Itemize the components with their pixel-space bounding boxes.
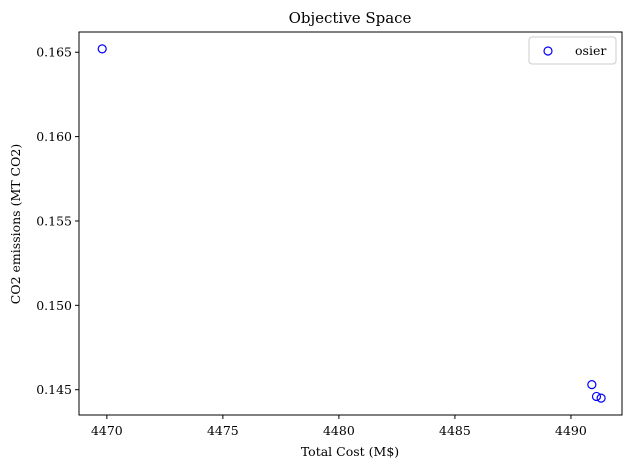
chart-title: Objective Space bbox=[289, 9, 412, 27]
y-axis-label: CO2 emissions (MT CO2) bbox=[8, 144, 23, 304]
legend-label-osier: osier bbox=[575, 43, 606, 58]
x-tick-label: 4470 bbox=[91, 423, 123, 438]
legend: osier bbox=[528, 36, 617, 65]
y-axis-ticks: 0.145 0.150 0.155 0.160 0.165 bbox=[36, 45, 79, 397]
data-point bbox=[596, 393, 606, 403]
data-point bbox=[97, 44, 107, 54]
y-tick-label: 0.155 bbox=[36, 213, 72, 228]
legend-box bbox=[528, 36, 617, 65]
plot-area: 4470 4475 4480 4485 4490 0.145 0.150 0.155 0.16… bbox=[36, 31, 623, 438]
y-tick-label: 0.145 bbox=[36, 382, 72, 397]
x-axis-ticks: 4470 4475 4480 4485 4490 bbox=[91, 415, 587, 438]
y-tick-label: 0.165 bbox=[36, 45, 72, 60]
data-point bbox=[587, 380, 597, 390]
y-tick-label: 0.150 bbox=[36, 298, 72, 313]
data-points bbox=[97, 44, 606, 403]
x-tick-label: 4475 bbox=[207, 423, 239, 438]
x-tick-label: 4490 bbox=[555, 423, 587, 438]
x-tick-label: 4485 bbox=[439, 423, 471, 438]
x-axis-label: Total Cost (M$) bbox=[301, 444, 399, 459]
legend-marker bbox=[543, 46, 553, 56]
data-point bbox=[591, 391, 602, 402]
x-tick-label: 4480 bbox=[323, 423, 355, 438]
plot-frame bbox=[78, 31, 623, 416]
y-tick-label: 0.160 bbox=[36, 129, 72, 144]
